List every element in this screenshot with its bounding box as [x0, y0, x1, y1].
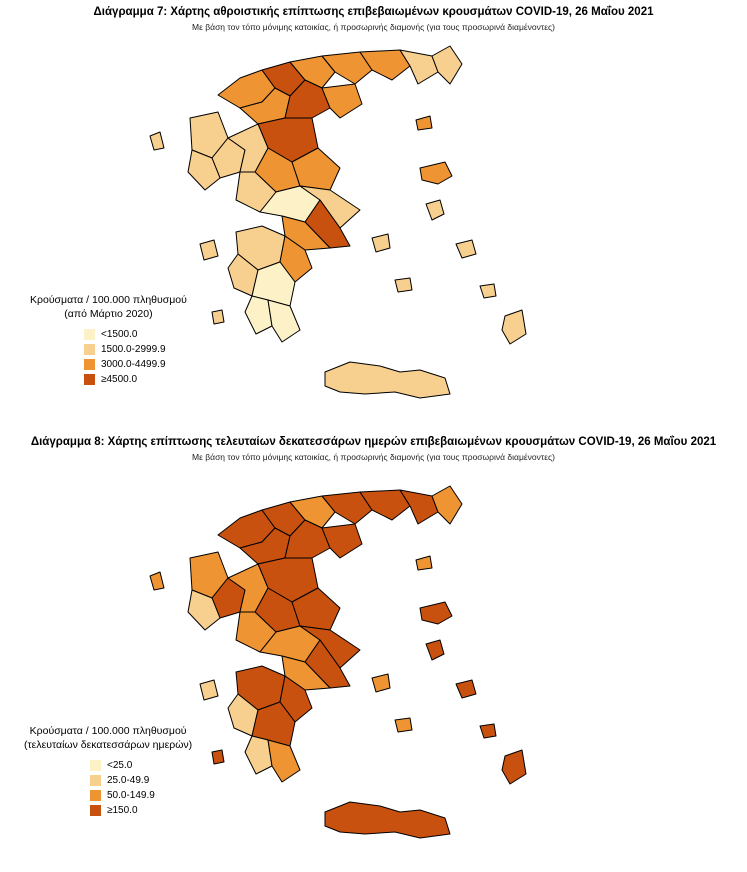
- map1-subtitle: Με βάση τον τόπο μόνιμης κατοικίας, ή πρ…: [192, 22, 555, 32]
- region-lakonia: [267, 299, 301, 343]
- legend-label: ≥4500.0: [101, 374, 138, 385]
- legend-item: <25.0: [90, 758, 192, 773]
- legend-swatch: [90, 775, 101, 786]
- region-evia: [299, 185, 361, 229]
- region-attica: [304, 639, 351, 689]
- legend-label: 25.0-49.9: [107, 775, 150, 786]
- region-messinia: [244, 735, 273, 775]
- region-andros: [371, 233, 391, 253]
- region-thasos: [415, 115, 433, 131]
- greece-map-14day: [149, 485, 527, 839]
- legend-swatch: [84, 329, 95, 340]
- map2-legend: Κρούσματα / 100.000 πληθυσμού (τελευταίω…: [24, 724, 192, 818]
- region-korinthia: [279, 675, 313, 723]
- legend-subtitle: (από Μάρτιο 2020): [64, 308, 153, 320]
- legend-swatch: [90, 805, 101, 816]
- map2-subtitle: Με βάση τον τόπο μόνιμης κατοικίας, ή πρ…: [192, 452, 555, 462]
- legend-label: <25.0: [107, 760, 133, 771]
- region-crete: [324, 361, 451, 399]
- region-zakynthos: [211, 309, 225, 325]
- region-drama: [359, 489, 411, 521]
- greece-map-cumulative: [149, 45, 527, 399]
- legend-label: ≥150.0: [107, 805, 138, 816]
- legend-item: <1500.0: [84, 327, 187, 342]
- region-messinia: [244, 295, 273, 335]
- legend-label: 50.0-149.9: [107, 790, 155, 801]
- region-crete: [324, 801, 451, 839]
- legend-swatch: [90, 760, 101, 771]
- region-zakynthos: [211, 749, 225, 765]
- region-ilia: [227, 253, 259, 297]
- region-kefalonia: [199, 239, 219, 261]
- region-magnesia: [291, 587, 341, 631]
- region-kilkis: [289, 495, 336, 529]
- region-attica: [304, 199, 351, 249]
- region-samos: [455, 239, 477, 259]
- legend-label: 1500.0-2999.9: [101, 344, 166, 355]
- region-xanthi: [399, 489, 439, 525]
- legend-title: Κρούσματα / 100.000 πληθυσμού: [30, 294, 187, 306]
- legend-swatch: [84, 374, 95, 385]
- region-kilkis: [289, 55, 336, 89]
- region-korinthia: [279, 235, 313, 283]
- map2-title: Διάγραμμα 8: Χάρτης επίπτωσης τελευταίων…: [30, 436, 717, 448]
- figure-14day-incidence: Διάγραμμα 8: Χάρτης επίπτωσης τελευταίων…: [0, 430, 747, 872]
- legend-item: ≥150.0: [90, 803, 192, 818]
- region-drama: [359, 49, 411, 81]
- region-chios: [425, 199, 445, 221]
- legend-item: 50.0-149.9: [90, 788, 192, 803]
- legend-item: 25.0-49.9: [90, 773, 192, 788]
- region-rhodes: [501, 749, 527, 785]
- region-kos: [479, 723, 497, 739]
- legend-swatch: [84, 359, 95, 370]
- region-viotia: [281, 655, 331, 691]
- region-ilia: [227, 693, 259, 737]
- region-lesvos: [419, 601, 453, 625]
- map1-title: Διάγραμμα 7: Χάρτης αθροιστικής επίπτωση…: [93, 6, 654, 18]
- region-chios: [425, 639, 445, 661]
- region-thasos: [415, 555, 433, 571]
- region-preveza: [187, 589, 221, 631]
- legend-label: 3000.0-4499.9: [101, 359, 166, 370]
- region-preveza: [187, 149, 221, 191]
- map1-legend: Κρούσματα / 100.000 πληθυσμού (από Μάρτι…: [30, 293, 187, 387]
- region-evros: [431, 485, 463, 525]
- region-evros: [431, 45, 463, 85]
- region-evia: [299, 625, 361, 669]
- region-naxos: [394, 277, 413, 293]
- region-kerkyra: [149, 571, 165, 591]
- legend-swatch: [84, 344, 95, 355]
- region-naxos: [394, 717, 413, 733]
- region-viotia: [281, 215, 331, 251]
- legend-title: Κρούσματα / 100.000 πληθυσμού: [29, 725, 187, 737]
- region-serres: [321, 51, 373, 85]
- legend-label: <1500.0: [101, 329, 138, 340]
- legend-item: 1500.0-2999.9: [84, 342, 187, 357]
- region-magnesia: [291, 147, 341, 191]
- region-chalkidiki: [321, 83, 363, 119]
- region-samos: [455, 679, 477, 699]
- legend-swatch: [90, 790, 101, 801]
- legend-item: ≥4500.0: [84, 372, 187, 387]
- region-chalkidiki: [321, 523, 363, 559]
- figure-cumulative-incidence: Διάγραμμα 7: Χάρτης αθροιστικής επίπτωση…: [0, 0, 747, 430]
- region-kefalonia: [199, 679, 219, 701]
- legend-item: 3000.0-4499.9: [84, 357, 187, 372]
- region-lakonia: [267, 739, 301, 783]
- region-kos: [479, 283, 497, 299]
- legend-subtitle: (τελευταίων δεκατεσσάρων ημερών): [24, 739, 193, 751]
- region-kerkyra: [149, 131, 165, 151]
- region-serres: [321, 491, 373, 525]
- region-xanthi: [399, 49, 439, 85]
- region-rhodes: [501, 309, 527, 345]
- region-andros: [371, 673, 391, 693]
- region-lesvos: [419, 161, 453, 185]
